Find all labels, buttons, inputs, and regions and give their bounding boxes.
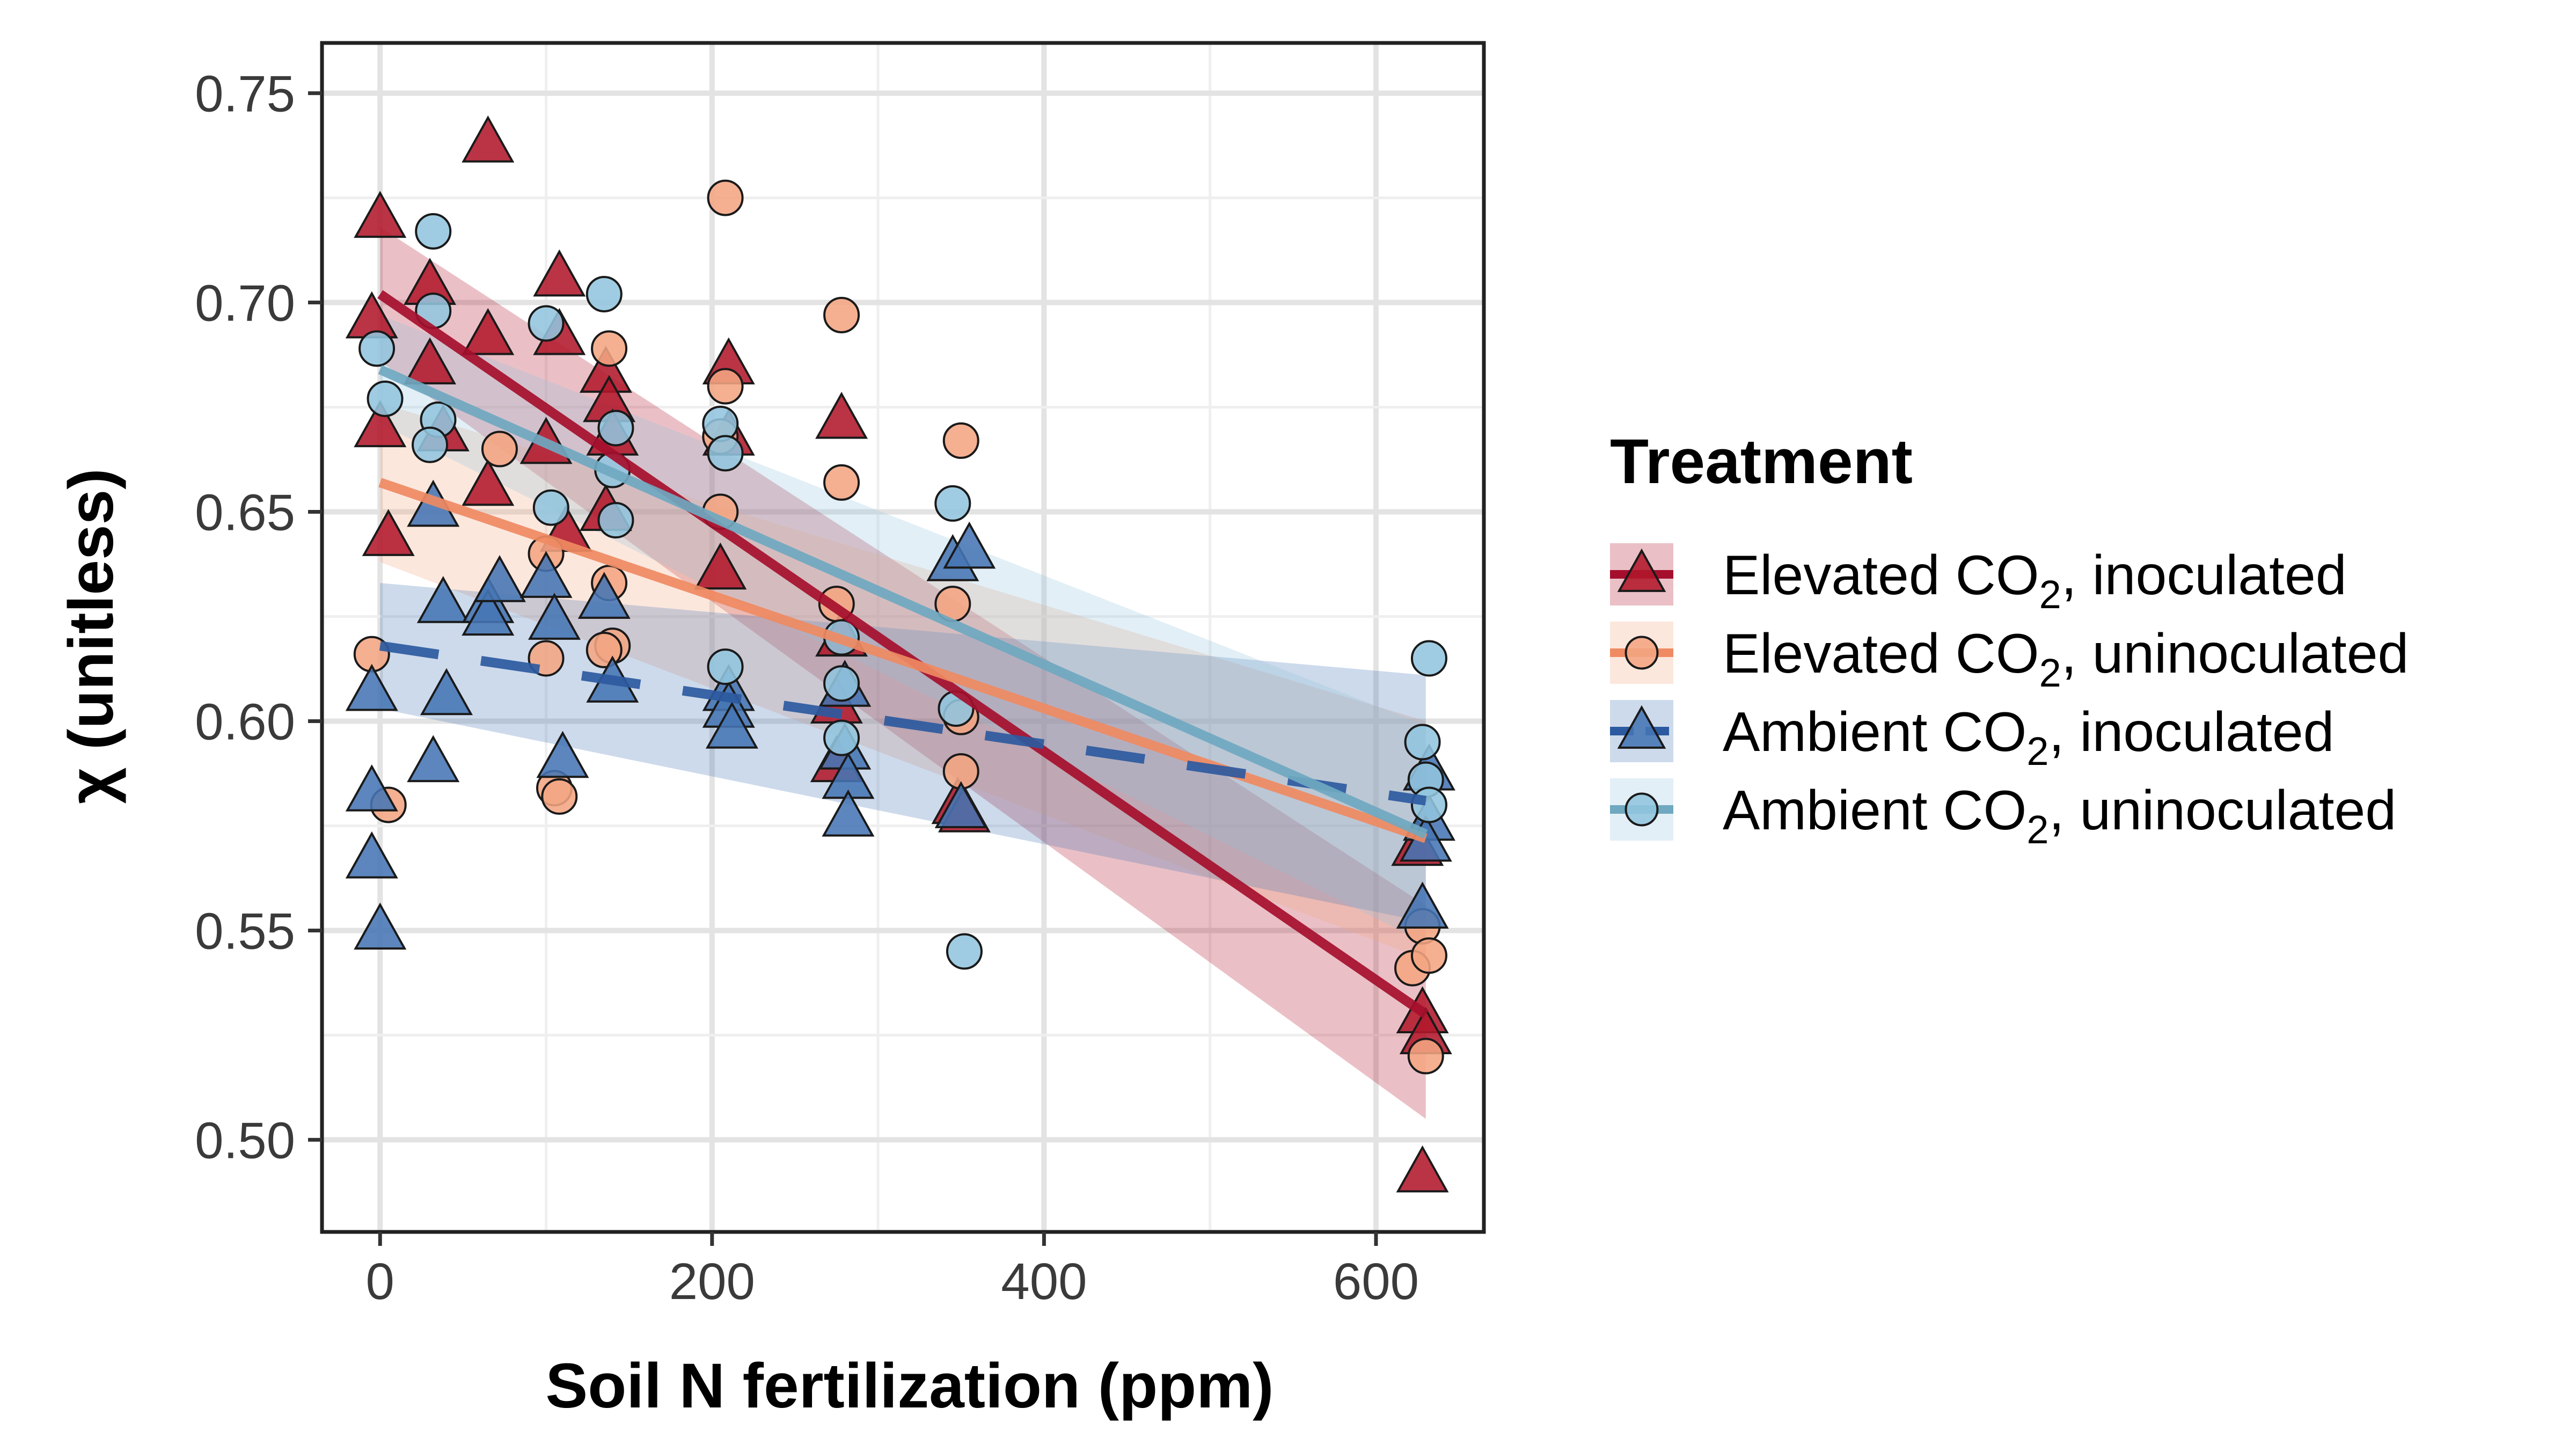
grid bbox=[322, 43, 1484, 1232]
fit-line bbox=[378, 365, 1428, 839]
legend-label: Ambient CO2, uninoculated bbox=[1723, 779, 2396, 852]
confidence-band bbox=[380, 227, 1426, 1119]
data-point bbox=[586, 631, 623, 668]
legend-label: Elevated CO2, uninoculated bbox=[1723, 623, 2409, 695]
data-point bbox=[462, 588, 515, 636]
data-point bbox=[481, 431, 518, 468]
data-point bbox=[354, 191, 407, 238]
data-point bbox=[528, 593, 581, 640]
data-point bbox=[577, 572, 631, 619]
data-point bbox=[597, 502, 634, 539]
data-point bbox=[528, 305, 565, 342]
data-point bbox=[597, 410, 634, 447]
y-tick-label: 0.50 bbox=[195, 1112, 295, 1169]
data-point bbox=[519, 551, 573, 598]
data-point bbox=[1410, 640, 1447, 677]
data-point bbox=[362, 509, 415, 556]
data-point bbox=[823, 719, 860, 756]
data-point bbox=[822, 789, 875, 837]
data-point bbox=[416, 576, 470, 623]
axes: 0 200 400 600 0.50 0.55 0.60 0.65 0.70 0.75 bbox=[195, 65, 1419, 1310]
legend-key-marker bbox=[1617, 705, 1666, 749]
data-point bbox=[815, 391, 868, 439]
data-point bbox=[1410, 937, 1447, 974]
data-point bbox=[404, 337, 457, 385]
data-point bbox=[536, 731, 589, 778]
data-point bbox=[462, 458, 515, 506]
data-point bbox=[462, 115, 515, 163]
fit-line bbox=[377, 290, 1429, 1018]
data-point bbox=[462, 308, 515, 355]
data-point bbox=[367, 380, 404, 417]
data-point bbox=[345, 764, 398, 812]
fit-line bbox=[379, 641, 1427, 806]
data-point bbox=[1396, 881, 1449, 929]
data-point bbox=[1404, 724, 1441, 761]
x-tick-label: 0 bbox=[366, 1253, 394, 1310]
data-point bbox=[705, 701, 758, 749]
plot-frame bbox=[320, 41, 1486, 1234]
legend-label: Elevated CO2, inoculated bbox=[1723, 544, 2347, 617]
data-point bbox=[420, 668, 473, 716]
x-tick-label: 400 bbox=[1001, 1253, 1087, 1310]
data-point bbox=[345, 831, 398, 879]
data-point bbox=[354, 902, 407, 950]
data-point bbox=[541, 778, 578, 815]
y-tick-label: 0.70 bbox=[195, 275, 295, 332]
fit-line bbox=[378, 478, 1428, 843]
data-point bbox=[358, 330, 396, 367]
x-tick-label: 600 bbox=[1333, 1253, 1419, 1310]
x-axis-title: Soil N fertilization (ppm) bbox=[546, 1351, 1274, 1421]
y-tick-label: 0.75 bbox=[195, 65, 295, 123]
data-point bbox=[823, 296, 860, 333]
data-point bbox=[823, 665, 860, 702]
data-point bbox=[707, 435, 744, 472]
data-point bbox=[532, 489, 569, 526]
data-point bbox=[533, 249, 586, 297]
legend-label: Ambient CO2, inoculated bbox=[1723, 701, 2334, 774]
y-axis-title: χ (unitless) bbox=[56, 468, 127, 804]
confidence-band bbox=[380, 403, 1426, 960]
data-point bbox=[354, 400, 407, 448]
x-tick-label: 200 bbox=[669, 1253, 755, 1310]
legend-key-marker bbox=[1624, 792, 1659, 827]
data-point bbox=[591, 330, 628, 367]
data-point bbox=[1396, 1145, 1449, 1193]
data-point bbox=[407, 735, 460, 783]
data-point bbox=[707, 648, 744, 685]
data-point bbox=[694, 542, 747, 590]
y-tick-label: 0.55 bbox=[195, 902, 295, 960]
data-point bbox=[943, 521, 996, 569]
legend-title: Treatment bbox=[1610, 426, 1913, 497]
y-tick-label: 0.60 bbox=[195, 693, 295, 750]
data-point bbox=[823, 464, 860, 501]
data-point bbox=[946, 933, 983, 970]
data-point bbox=[1407, 1038, 1444, 1075]
legend: Treatment Elevated CO2, inoculatedElevat… bbox=[1610, 426, 2409, 852]
y-tick-label: 0.65 bbox=[195, 484, 295, 542]
fit-lines bbox=[377, 290, 1429, 1018]
data-point bbox=[707, 368, 744, 405]
data-point bbox=[415, 213, 452, 250]
data-point bbox=[345, 663, 398, 711]
data-point bbox=[934, 781, 987, 828]
data-point bbox=[473, 555, 526, 602]
data-point bbox=[412, 426, 449, 463]
data-point bbox=[707, 179, 744, 216]
data-point bbox=[1410, 786, 1447, 823]
legend-key-marker bbox=[1617, 548, 1666, 592]
data-point bbox=[934, 485, 971, 522]
legend-key-marker bbox=[1624, 636, 1659, 670]
data-point bbox=[942, 422, 979, 459]
data-point bbox=[586, 275, 623, 312]
